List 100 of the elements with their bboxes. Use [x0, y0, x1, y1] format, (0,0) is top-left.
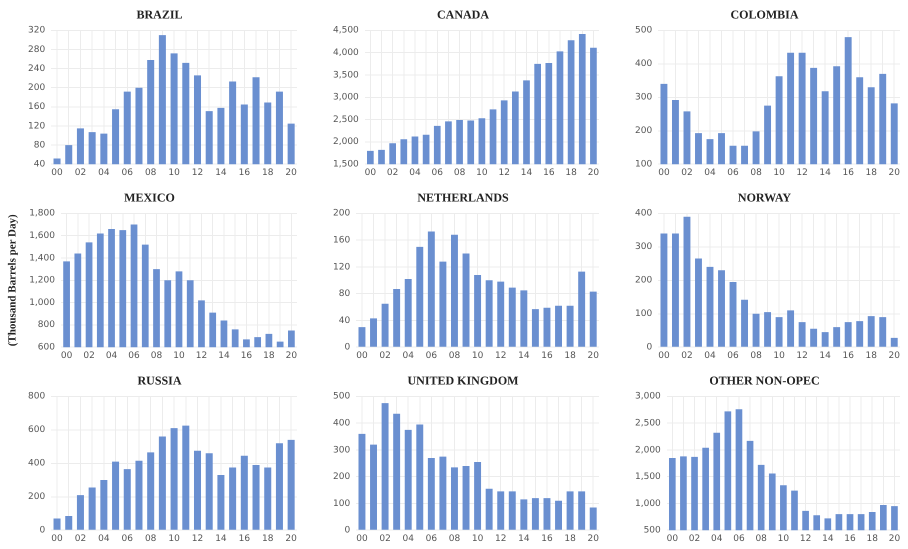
- x-tick-label: 06: [426, 534, 438, 544]
- x-tick-label: 16: [543, 168, 555, 178]
- bar: [497, 491, 504, 530]
- bar: [370, 444, 377, 530]
- x-tick-label: 10: [773, 350, 786, 361]
- bar: [508, 288, 516, 347]
- bar: [672, 233, 679, 347]
- y-tick-label: 100: [634, 160, 652, 170]
- bar: [358, 327, 366, 347]
- x-tick-label: 14: [518, 350, 530, 361]
- x-tick-label: 00: [658, 168, 670, 178]
- chart-title: NORWAY: [738, 190, 792, 204]
- bar: [497, 282, 504, 347]
- x-tick-label: 02: [74, 534, 86, 544]
- bar: [520, 290, 528, 347]
- x-tick-label: 08: [454, 168, 466, 178]
- y-tick-label: 280: [28, 44, 46, 55]
- bar: [486, 280, 493, 347]
- x-tick-label: 02: [74, 168, 86, 178]
- x-tick-label: 06: [128, 350, 140, 361]
- bar: [660, 233, 668, 347]
- x-tick-label: 00: [666, 534, 678, 544]
- bar: [752, 314, 760, 347]
- x-tick-label: 10: [168, 534, 180, 544]
- bar: [416, 246, 424, 347]
- x-tick-label: 14: [518, 534, 530, 544]
- bar: [532, 309, 539, 347]
- bar: [76, 495, 84, 530]
- bar: [240, 456, 248, 530]
- y-tick-label: 0: [646, 342, 652, 353]
- x-tick-label: 16: [541, 534, 553, 544]
- bar: [684, 216, 690, 347]
- y-axis-title: (Thousand Barrels per Day): [6, 214, 18, 346]
- bar: [508, 491, 516, 530]
- x-tick-label: 20: [285, 534, 298, 544]
- x-tick-label: 04: [106, 350, 118, 361]
- bar: [358, 434, 366, 530]
- y-tick-label: 120: [332, 262, 350, 272]
- y-tick-label: 500: [644, 526, 662, 536]
- bar: [264, 467, 272, 530]
- bar: [170, 428, 178, 530]
- y-tick-label: 160: [28, 102, 46, 112]
- x-tick-label: 00: [356, 350, 368, 361]
- x-tick-label: 18: [865, 168, 878, 178]
- x-tick-label: 10: [778, 534, 790, 544]
- bar: [868, 316, 875, 347]
- x-tick-label: 12: [494, 350, 506, 361]
- y-tick-label: 1,000: [29, 298, 56, 308]
- bar: [879, 317, 886, 347]
- bar: [590, 292, 597, 347]
- x-tick-label: 04: [409, 168, 421, 178]
- x-tick-label: 16: [844, 534, 856, 544]
- bar: [856, 321, 864, 347]
- y-tick-label: 3,500: [333, 70, 360, 80]
- bar: [462, 466, 470, 530]
- x-tick-label: 12: [796, 168, 808, 178]
- bar: [147, 452, 154, 530]
- x-tick-label: 00: [60, 350, 73, 361]
- bar: [787, 310, 794, 347]
- bar: [112, 462, 120, 530]
- y-tick-label: 100: [332, 498, 350, 509]
- x-tick-label: 14: [215, 168, 227, 178]
- x-tick-label: 04: [704, 350, 716, 361]
- bar: [462, 254, 470, 347]
- x-tick-label: 14: [819, 168, 832, 178]
- x-tick-label: 08: [750, 350, 762, 361]
- bar: [65, 516, 72, 530]
- x-tick-label: 12: [800, 534, 812, 544]
- bar: [833, 327, 840, 347]
- x-tick-label: 02: [681, 168, 693, 178]
- x-tick-label: 08: [448, 350, 460, 361]
- bar: [741, 300, 748, 347]
- x-tick-label: 08: [150, 350, 163, 361]
- chart-title: COLOMBIA: [730, 7, 799, 22]
- x-tick-label: 06: [432, 168, 444, 178]
- bar: [555, 500, 562, 530]
- bar: [135, 460, 142, 530]
- y-tick-label: 200: [332, 472, 350, 482]
- bar: [450, 234, 458, 347]
- x-tick-label: 12: [192, 168, 204, 178]
- bar: [158, 436, 166, 530]
- y-tick-label: 0: [344, 342, 350, 353]
- bar: [382, 403, 389, 530]
- y-tick-label: 3,000: [333, 92, 360, 103]
- bar: [404, 278, 412, 347]
- bar: [844, 322, 852, 347]
- x-tick-label: 20: [888, 168, 900, 178]
- x-tick-label: 20: [286, 350, 298, 361]
- y-tick-label: 100: [634, 309, 652, 320]
- x-tick-label: 00: [364, 168, 376, 178]
- bar: [555, 306, 562, 347]
- y-tick-label: 300: [634, 92, 652, 103]
- bar: [474, 274, 482, 347]
- y-tick-label: 500: [332, 392, 350, 402]
- y-tick-label: 1,000: [635, 498, 662, 509]
- bar: [474, 462, 482, 530]
- y-tick-label: 600: [28, 425, 46, 436]
- x-tick-label: 18: [565, 168, 578, 178]
- x-tick-label: 20: [588, 168, 600, 178]
- y-tick-label: 200: [28, 83, 46, 94]
